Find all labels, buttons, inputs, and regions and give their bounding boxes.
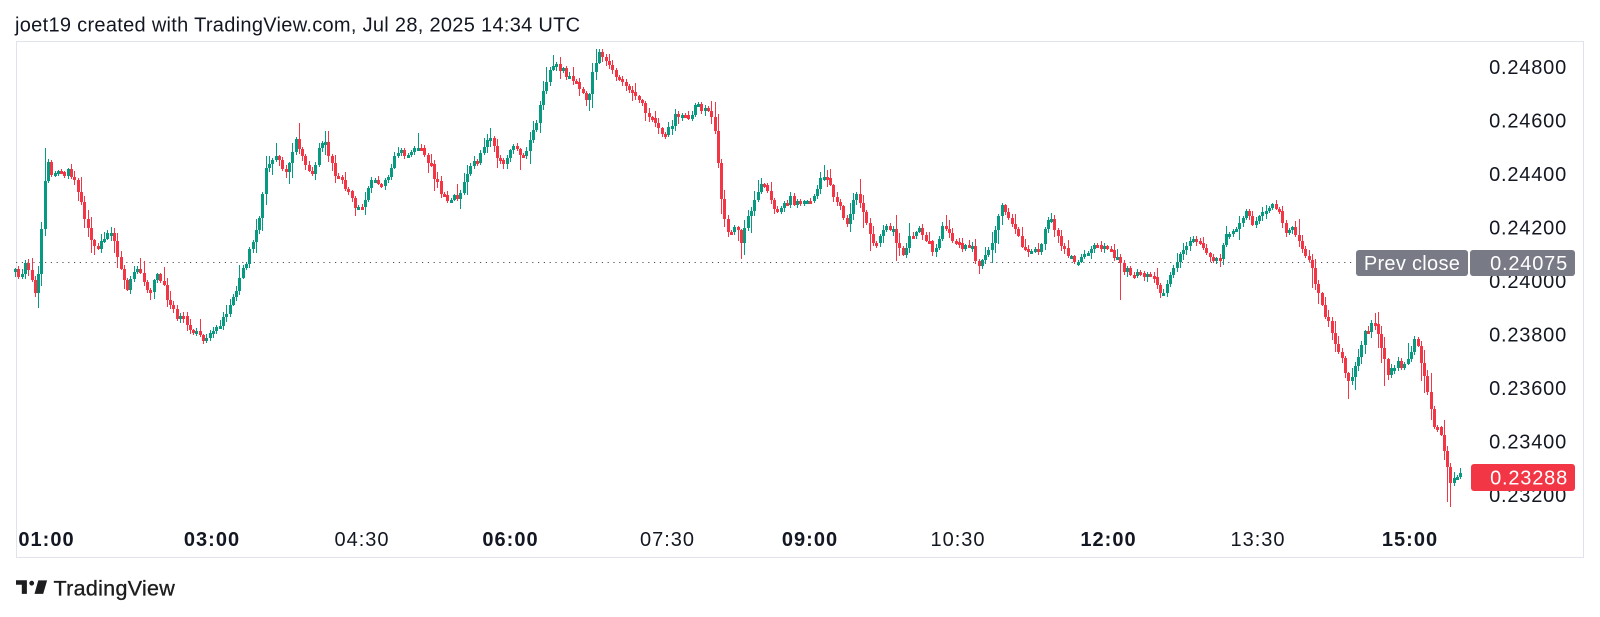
svg-text:13:30: 13:30 [1230,529,1285,551]
svg-text:10:30: 10:30 [930,529,985,551]
svg-text:0.24400: 0.24400 [1489,164,1567,186]
svg-text:07:30: 07:30 [640,529,695,551]
svg-text:0.24600: 0.24600 [1489,111,1567,133]
svg-text:0.24200: 0.24200 [1489,218,1567,240]
svg-text:0.23800: 0.23800 [1489,325,1567,347]
svg-text:04:30: 04:30 [334,529,389,551]
svg-text:0.24075: 0.24075 [1490,253,1568,275]
svg-text:TradingView: TradingView [54,577,176,601]
svg-text:0.23600: 0.23600 [1489,378,1567,400]
svg-text:Prev close: Prev close [1364,253,1460,275]
svg-text:06:00: 06:00 [482,529,538,551]
svg-text:03:00: 03:00 [184,529,240,551]
svg-text:0.23288: 0.23288 [1490,468,1568,490]
svg-text:0.23400: 0.23400 [1489,432,1567,454]
svg-text:15:00: 15:00 [1382,529,1438,551]
svg-text:0.24800: 0.24800 [1489,57,1567,79]
svg-text:01:00: 01:00 [18,529,74,551]
svg-text:joet19 created with TradingVie: joet19 created with TradingView.com, Jul… [14,15,580,37]
svg-text:0.24000: 0.24000 [1489,271,1567,293]
svg-text:12:00: 12:00 [1080,529,1136,551]
svg-text:09:00: 09:00 [782,529,838,551]
